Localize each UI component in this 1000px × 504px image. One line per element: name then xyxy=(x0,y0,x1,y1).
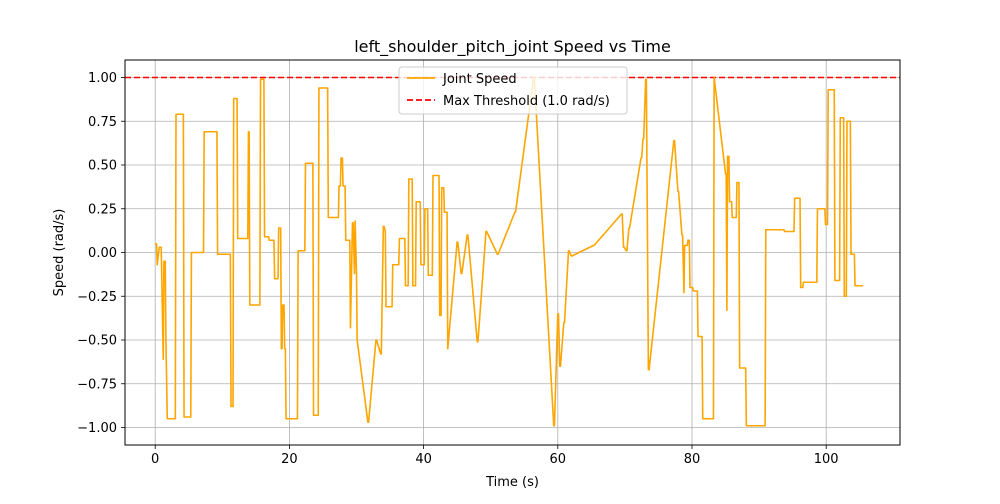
y-tick-label: 1.00 xyxy=(88,71,117,86)
legend-label-max-threshold: Max Threshold (1.0 rad/s) xyxy=(443,94,610,109)
y-tick-label: −1.00 xyxy=(77,421,117,436)
x-tick-label: 20 xyxy=(281,452,298,467)
legend-label-joint-speed: Joint Speed xyxy=(442,72,517,87)
x-tick-label: 40 xyxy=(415,452,432,467)
x-tick-label: 0 xyxy=(151,452,159,467)
y-tick-label: −0.25 xyxy=(77,290,117,305)
y-tick-label: −0.50 xyxy=(77,334,117,349)
x-tick-label: 100 xyxy=(814,452,839,467)
y-tick-label: −0.75 xyxy=(77,377,117,392)
y-tick-label: 0.50 xyxy=(88,159,117,174)
x-tick-label: 80 xyxy=(684,452,701,467)
legend-box xyxy=(398,66,628,115)
chart-title: left_shoulder_pitch_joint Speed vs Time xyxy=(354,37,671,57)
y-tick-label: 0.25 xyxy=(88,202,117,217)
legend: Joint Speed Max Threshold (1.0 rad/s) xyxy=(398,66,628,115)
y-tick-label: 0.00 xyxy=(88,246,117,261)
y-axis-title: Speed (rad/s) xyxy=(52,209,67,297)
x-tick-label: 60 xyxy=(550,452,567,467)
series-layer xyxy=(155,76,864,427)
x-axis-title: Time (s) xyxy=(485,475,539,490)
series-line-joint-speed xyxy=(155,76,864,427)
axis-ticks: 0 20 40 60 80 100 −1.00 −0.75 −0.50 −0.25 0.00 0.25… xyxy=(77,71,838,467)
y-tick-label: 0.75 xyxy=(88,115,117,130)
